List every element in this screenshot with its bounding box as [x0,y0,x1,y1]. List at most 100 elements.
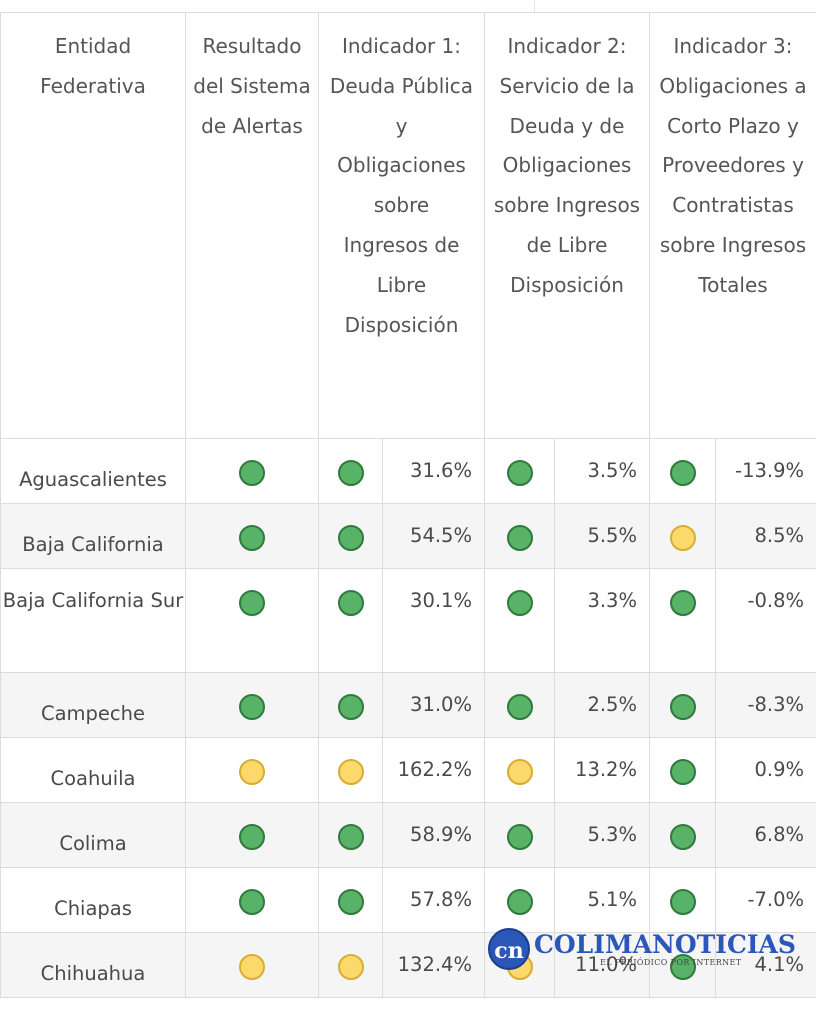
indicator-3-status-cell [649,737,716,803]
yellow-status-icon [669,525,696,551]
entity-cell: Colima [0,802,186,868]
indicator-1-status-cell [318,568,383,673]
green-status-icon [669,460,696,486]
green-status-icon [239,460,265,486]
yellow-status-icon [239,759,265,785]
indicator-1-status-cell [318,932,383,998]
green-status-icon [506,694,533,720]
indicator-3-value: 8.5% [714,503,816,569]
green-status-icon [669,694,696,720]
green-status-icon [669,590,696,616]
indicator-1-value: 54.5% [382,503,485,569]
green-status-icon [669,759,696,785]
table-row: Chihuahua 132.4% 11.0% 4.1% [0,932,816,998]
result-status-cell [185,438,319,504]
entity-cell: Baja California Sur [0,568,186,673]
yellow-status-icon [337,759,364,785]
table-row: Coahuila 162.2% 13.2% 0.9% [0,737,816,803]
divider [534,0,535,12]
result-status-cell [185,568,319,673]
green-status-icon [669,824,696,850]
indicator-1-value: 57.8% [382,867,485,933]
indicator-2-status-cell [484,802,555,868]
indicator-2-value: 11.0% [554,932,650,998]
watermark-logo: cn COLIMANOTICIAS EL PERIÓDICO POR INTER… [488,928,796,972]
entity-cell: Baja California [0,503,186,569]
indicator-1-status-cell [318,672,383,738]
green-status-icon [506,824,533,850]
indicator-1-value: 30.1% [382,568,485,673]
result-status-cell [185,867,319,933]
yellow-status-icon [506,759,533,785]
green-status-icon [669,954,696,980]
alert-table: Entidad Federativa Resultado del Sistema… [0,12,816,998]
green-status-icon [239,824,265,850]
indicator-2-value: 5.5% [554,503,650,569]
header-row: Entidad Federativa Resultado del Sistema… [0,12,816,439]
indicator-2-value: 3.3% [554,568,650,673]
indicator-2-status-cell [484,737,555,803]
green-status-icon [239,590,265,616]
indicator-2-status-cell [484,672,555,738]
indicator-3-status-cell [649,802,716,868]
table-row: Baja California Sur 30.1% 3.3% -0.8% [0,568,816,673]
table-row: Chiapas 57.8% 5.1% -7.0% [0,867,816,933]
indicator-1-value: 31.0% [382,672,485,738]
green-status-icon [506,889,533,915]
indicator-3-value: 0.9% [714,737,816,803]
indicator-3-status-cell [649,867,716,933]
indicator-3-value: 6.8% [714,802,816,868]
result-status-cell [185,737,319,803]
top-strip [0,0,816,12]
table-row: Aguascalientes 31.6% 3.5% -13.9% [0,438,816,504]
indicator-2-status-cell [484,438,555,504]
indicator-3-status-cell [649,438,716,504]
green-status-icon [337,525,364,551]
header-indicator-3: Indicador 3: Obligaciones a Corto Plazo … [648,12,816,439]
indicator-1-value: 31.6% [382,438,485,504]
table-body: Aguascalientes 31.6% 3.5% -13.9% Baja Califo… [0,438,816,998]
indicator-1-value: 132.4% [382,932,485,998]
result-status-cell [185,802,319,868]
indicator-2-value: 5.1% [554,867,650,933]
indicator-2-value: 5.3% [554,802,650,868]
indicator-3-value: -8.3% [714,672,816,738]
indicator-1-status-cell [318,737,383,803]
table-row: Baja California 54.5% 5.5% 8.5% [0,503,816,569]
indicator-2-value: 2.5% [554,672,650,738]
green-status-icon [669,889,696,915]
entity-cell: Campeche [0,672,186,738]
yellow-status-icon [337,954,364,980]
green-status-icon [239,525,265,551]
indicator-1-value: 58.9% [382,802,485,868]
indicator-2-value: 3.5% [554,438,650,504]
indicator-3-status-cell [649,568,716,673]
indicator-2-status-cell [484,867,555,933]
green-status-icon [337,694,364,720]
table-row: Colima 58.9% 5.3% 6.8% [0,802,816,868]
green-status-icon [337,590,364,616]
green-status-icon [337,889,364,915]
indicator-3-value: -0.8% [714,568,816,673]
table-row: Campeche 31.0% 2.5% -8.3% [0,672,816,738]
header-result: Resultado del Sistema de Alertas [185,12,319,439]
yellow-status-icon [239,954,265,980]
indicator-3-status-cell [649,672,716,738]
entity-cell: Chihuahua [0,932,186,998]
green-status-icon [506,590,533,616]
green-status-icon [506,460,533,486]
indicator-3-value: -7.0% [714,867,816,933]
indicator-3-status-cell [649,503,716,569]
indicator-3-value: -13.9% [714,438,816,504]
entity-cell: Chiapas [0,867,186,933]
indicator-1-status-cell [318,802,383,868]
indicator-1-status-cell [318,503,383,569]
indicator-3-value: 4.1% [714,932,816,998]
indicator-2-value: 13.2% [554,737,650,803]
entity-cell: Aguascalientes [0,438,186,504]
indicator-1-status-cell [318,867,383,933]
header-indicator-2: Indicador 2: Servicio de la Deuda y de O… [484,12,650,439]
result-status-cell [185,672,319,738]
indicator-2-status-cell [484,568,555,673]
